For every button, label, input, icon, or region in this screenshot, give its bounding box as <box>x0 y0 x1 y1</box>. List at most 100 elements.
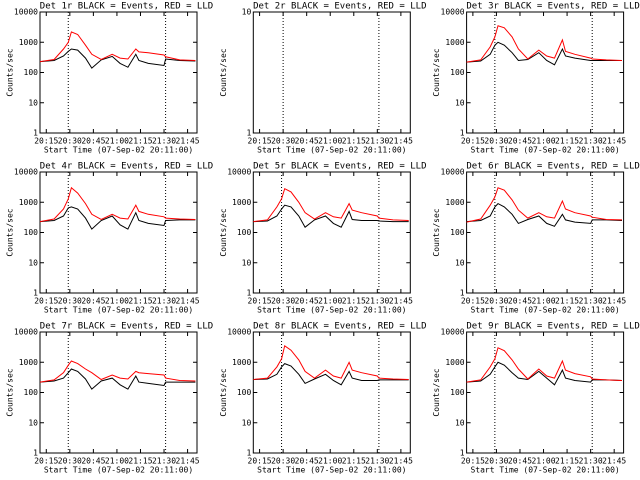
data-line <box>253 363 409 386</box>
x-axis-label: Start Time (07-Sep-02 20:11:00) <box>257 466 406 475</box>
x-tick-label: 20:30 <box>484 297 508 306</box>
x-tick-label: 20:30 <box>58 137 82 146</box>
y-tick-label: 10000 <box>14 328 38 337</box>
plot-frame <box>466 331 625 454</box>
y-tick-label: 100 <box>237 388 252 397</box>
x-tick-label: 21:30 <box>152 297 176 306</box>
x-tick-label: 20:45 <box>81 457 105 466</box>
chart-title: Det 8r BLACK = Events, RED = LLD <box>253 322 426 332</box>
x-tick-label: 20:45 <box>508 297 532 306</box>
y-tick-label: 1 <box>33 449 38 458</box>
y-tick-label: 10000 <box>14 8 38 17</box>
panel: Det 7r BLACK = Events, RED = LLD 1 10 100 10… <box>6 322 214 475</box>
x-tick-label: 21:15 <box>342 457 366 466</box>
y-tick-label: 100 <box>450 388 465 397</box>
panel: Det 2r BLACK = Events, RED = LLD 1 10 20:15… <box>219 2 427 155</box>
x-tick-label: 20:45 <box>81 297 105 306</box>
chart-title: Det 1r BLACK = Events, RED = LLD <box>40 2 213 12</box>
data-line <box>253 187 409 223</box>
panel: Det 8r BLACK = Events, RED = LLD 1 10 100 10… <box>219 322 427 475</box>
x-tick-label: 21:15 <box>128 137 152 146</box>
data-line <box>39 31 196 63</box>
plot-frame <box>39 171 198 294</box>
x-tick-label: 20:30 <box>271 457 295 466</box>
x-tick-label: 21:15 <box>555 297 579 306</box>
x-tick-label: 21:45 <box>176 457 200 466</box>
plot-frame <box>39 331 198 454</box>
x-tick-label: 21:30 <box>579 457 603 466</box>
x-tick-label: 21:30 <box>579 137 603 146</box>
y-tick-label: 10 <box>28 258 38 267</box>
y-axis-label: Counts/sec <box>219 208 228 256</box>
y-tick-label: 10 <box>28 418 38 427</box>
y-tick-label: 100 <box>450 228 465 237</box>
x-tick-label: 21:45 <box>602 137 626 146</box>
y-tick-label: 1000 <box>232 198 251 207</box>
x-tick-label: 21:00 <box>318 297 342 306</box>
y-tick-label: 100 <box>24 68 39 77</box>
plot-frame <box>466 11 625 134</box>
y-tick-label: 1000 <box>445 358 464 367</box>
panel: Det 6r BLACK = Events, RED = LLD 1 10 100 10… <box>432 162 640 315</box>
y-tick-label: 1 <box>33 129 38 138</box>
x-axis-label: Start Time (07-Sep-02 20:11:00) <box>470 146 619 155</box>
y-tick-label: 10 <box>455 418 465 427</box>
data-line <box>39 48 196 69</box>
data-line <box>253 204 409 228</box>
data-line <box>466 187 623 223</box>
x-tick-label: 21:30 <box>152 457 176 466</box>
y-tick-label: 10 <box>242 8 252 17</box>
y-tick-label: 1 <box>246 289 251 298</box>
panel: Det 1r BLACK = Events, RED = LLD 1 10 100 10… <box>6 2 214 155</box>
x-tick-label: 21:15 <box>555 137 579 146</box>
x-tick-label: 20:15 <box>461 457 485 466</box>
y-tick-label: 1 <box>460 289 465 298</box>
y-tick-label: 1 <box>33 289 38 298</box>
y-tick-label: 10000 <box>227 328 251 337</box>
x-tick-label: 20:45 <box>508 137 532 146</box>
x-tick-label: 20:15 <box>248 137 272 146</box>
chart-title: Det 2r BLACK = Events, RED = LLD <box>253 2 426 12</box>
x-axis-label: Start Time (07-Sep-02 20:11:00) <box>44 466 193 475</box>
y-tick-label: 1 <box>460 129 465 138</box>
y-tick-label: 100 <box>237 228 252 237</box>
panel: Det 4r BLACK = Events, RED = LLD 1 10 100 10… <box>6 162 214 315</box>
x-tick-label: 21:00 <box>105 137 129 146</box>
x-tick-label: 21:45 <box>176 297 200 306</box>
plot-frame <box>252 11 411 134</box>
x-tick-label: 20:45 <box>81 137 105 146</box>
x-tick-label: 21:15 <box>555 457 579 466</box>
y-tick-label: 100 <box>450 68 465 77</box>
x-tick-label: 20:45 <box>295 457 319 466</box>
y-tick-label: 1000 <box>445 38 464 47</box>
x-tick-label: 20:15 <box>34 137 58 146</box>
plot-frame <box>252 331 411 454</box>
data-line <box>39 206 196 230</box>
y-tick-label: 10000 <box>441 8 465 17</box>
y-axis-label: Counts/sec <box>219 48 228 96</box>
y-axis-label: Counts/sec <box>432 208 441 256</box>
panel: Det 3r BLACK = Events, RED = LLD 1 10 100 10… <box>432 2 640 155</box>
data-line <box>466 347 623 383</box>
x-tick-label: 20:15 <box>248 297 272 306</box>
data-line <box>39 368 196 390</box>
x-tick-label: 21:45 <box>389 297 413 306</box>
x-axis-label: Start Time (07-Sep-02 20:11:00) <box>470 306 619 315</box>
data-line <box>466 41 622 66</box>
x-tick-label: 21:30 <box>365 457 389 466</box>
chart-title: Det 6r BLACK = Events, RED = LLD <box>466 162 639 172</box>
x-tick-label: 21:15 <box>128 297 152 306</box>
x-axis-label: Start Time (07-Sep-02 20:11:00) <box>44 146 193 155</box>
data-line <box>466 202 623 227</box>
y-tick-label: 100 <box>24 388 39 397</box>
x-tick-label: 21:00 <box>531 137 555 146</box>
x-tick-label: 21:45 <box>389 457 413 466</box>
chart-title: Det 4r BLACK = Events, RED = LLD <box>40 162 213 172</box>
x-tick-label: 21:00 <box>318 457 342 466</box>
chart-title: Det 5r BLACK = Events, RED = LLD <box>253 162 426 172</box>
x-tick-label: 21:00 <box>531 297 555 306</box>
x-tick-label: 21:15 <box>128 457 152 466</box>
x-tick-label: 21:00 <box>105 457 129 466</box>
x-tick-label: 21:45 <box>176 137 200 146</box>
